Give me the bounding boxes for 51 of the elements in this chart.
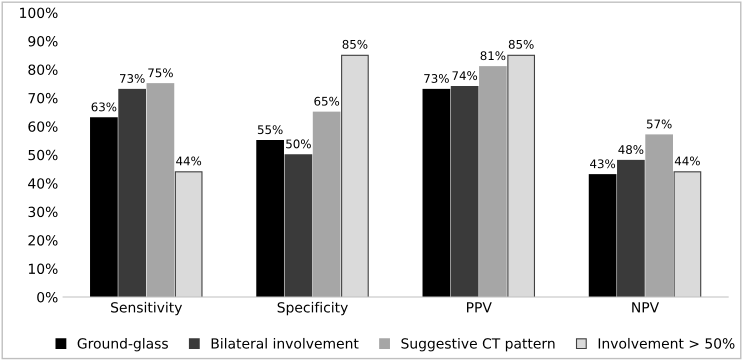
bar (617, 160, 645, 297)
x-tick-label: Sensitivity (111, 302, 182, 316)
x-tick-label: NPV (632, 302, 660, 312)
y-tick-label: 50% (28, 150, 58, 160)
x-tick-label: PPV (467, 302, 492, 312)
data-label: 85% (508, 40, 534, 49)
data-label: 65% (314, 96, 340, 106)
y-tick-label: 40% (28, 178, 58, 189)
bar (645, 134, 673, 297)
bar (479, 66, 507, 297)
bar (674, 171, 702, 297)
bar (422, 88, 450, 297)
data-label: 75% (148, 68, 173, 78)
data-label: 73% (120, 74, 145, 83)
y-tick-label: 20% (28, 235, 58, 246)
data-label: 55% (258, 125, 283, 134)
legend-label: Suggestive CT pattern (401, 338, 554, 352)
y-tick-label: 80% (28, 64, 58, 75)
bar (507, 54, 536, 297)
y-tick-label: 0% (37, 292, 58, 302)
legend-label: Bilateral involvement (212, 338, 359, 349)
bar (284, 154, 312, 297)
data-label: 50% (286, 139, 311, 148)
bar (256, 140, 284, 297)
y-tick-label: 30% (28, 206, 58, 218)
bar (174, 171, 203, 297)
data-label: 57% (646, 120, 672, 128)
data-label: 43% (590, 159, 616, 168)
data-label: 73% (424, 74, 449, 83)
legend-label: Involvement > 50% (598, 338, 734, 349)
y-tick-label: 100% (20, 8, 58, 18)
y-tick-label: 70% (28, 92, 58, 104)
data-label: 48% (618, 145, 644, 154)
bar (450, 86, 478, 297)
bar (312, 112, 341, 297)
data-label: 85% (342, 40, 368, 49)
bar (588, 174, 616, 297)
bar (90, 117, 118, 297)
y-tick-label: 10% (28, 264, 58, 274)
data-label: 74% (452, 71, 478, 80)
data-label: 63% (92, 102, 116, 112)
bar (341, 54, 369, 297)
legend-label: Ground-glass (78, 338, 168, 352)
y-tick-label: 90% (28, 36, 58, 47)
data-label: 44% (674, 156, 700, 166)
bar (146, 83, 174, 297)
bar (118, 88, 146, 297)
data-label: 44% (176, 156, 202, 166)
y-tick-label: 60% (28, 121, 58, 132)
x-tick-label: Specificity (278, 302, 348, 316)
data-label: 81% (480, 51, 506, 60)
